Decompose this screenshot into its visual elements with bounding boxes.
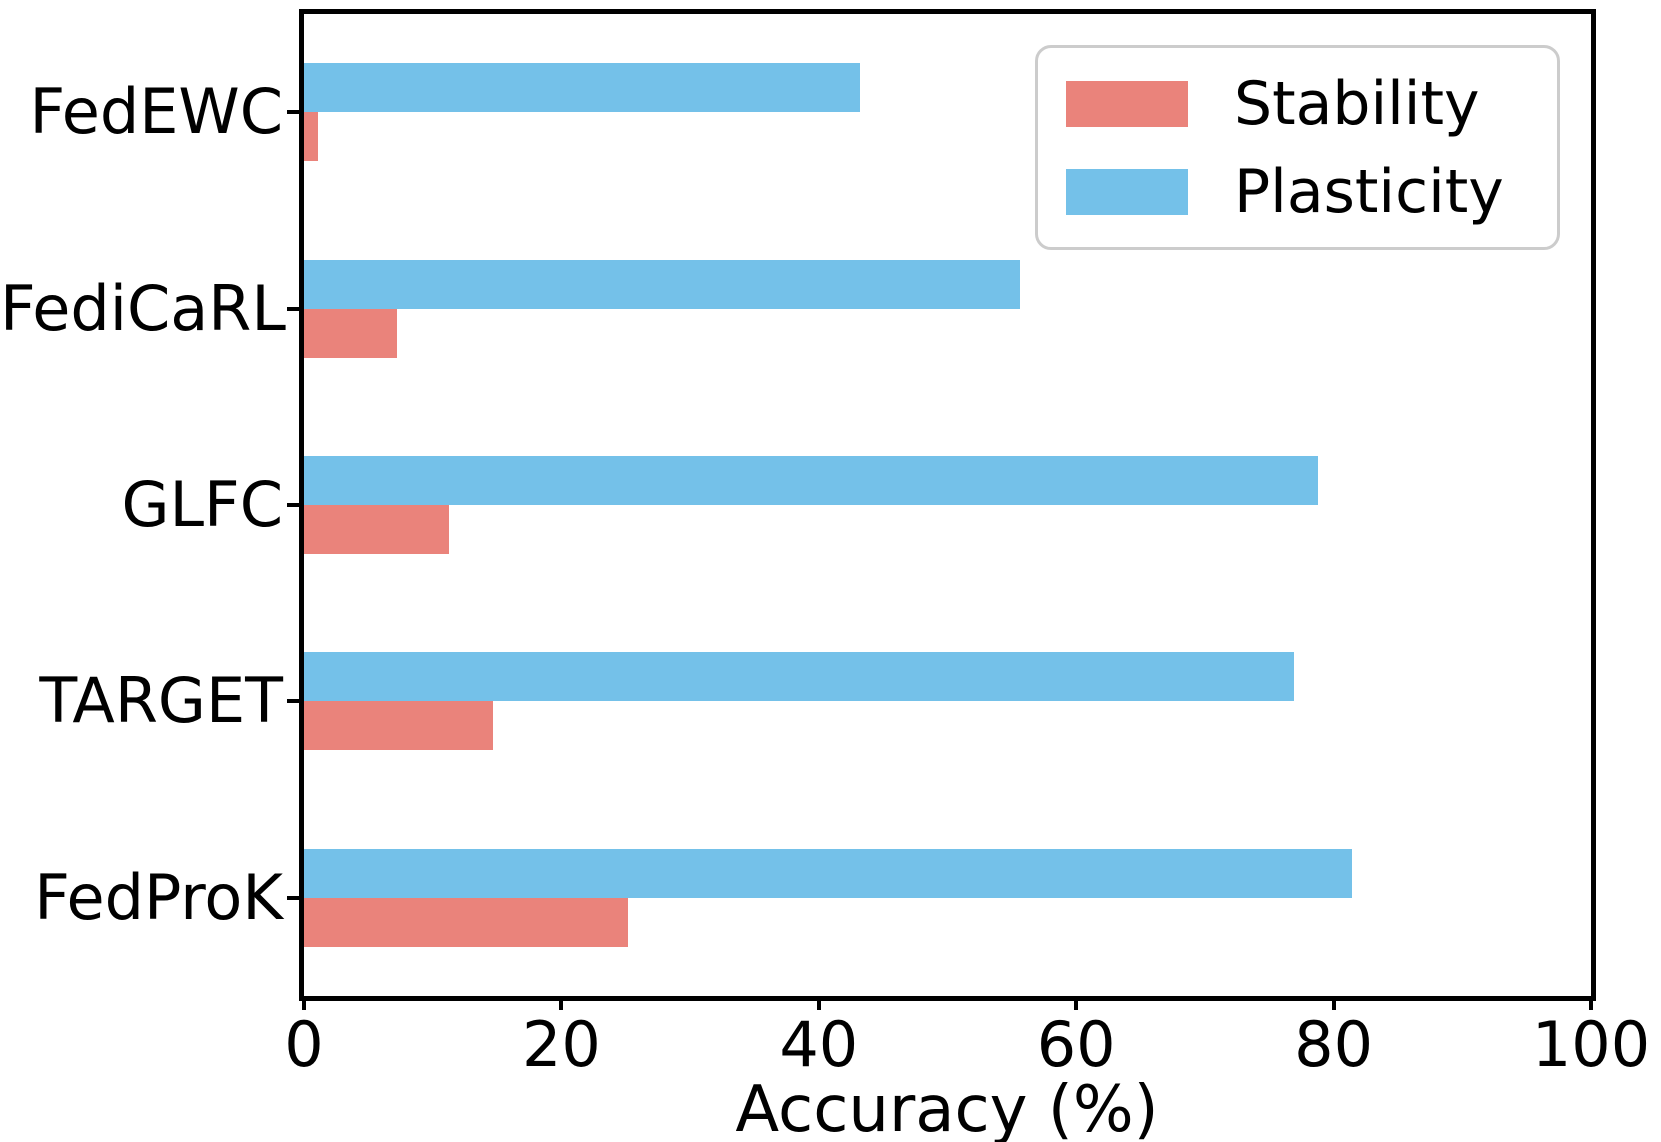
x-axis-title: Accuracy (%): [735, 1073, 1159, 1142]
xtick-mark: [1074, 996, 1079, 1010]
ytick-label-FedEWC: FedEWC: [29, 75, 283, 149]
xtick-mark: [1331, 996, 1336, 1010]
plasticity-color-swatch: [1066, 168, 1188, 215]
xtick-label-60: 60: [1036, 1008, 1116, 1081]
legend-label: Stability: [1234, 68, 1480, 139]
ytick-label-TARGET: TARGET: [39, 664, 283, 738]
xtick-mark: [1589, 996, 1593, 1010]
stability-bar-FedEWC: [304, 112, 319, 162]
legend: Stability Plasticity: [1035, 45, 1560, 250]
ytick-label-FediCaRL: FediCaRL: [0, 271, 286, 345]
plasticity-bar-TARGET: [304, 652, 1294, 702]
stability-bar-GLFC: [304, 505, 450, 554]
xtick-mark: [302, 996, 306, 1010]
stability-bar-TARGET: [304, 701, 494, 751]
ytick-label-GLFC: GLFC: [121, 468, 283, 541]
stability-bar-FedProK: [304, 897, 629, 947]
plasticity-bar-FediCaRL: [304, 259, 1020, 309]
ytick-mark: [287, 503, 299, 507]
ytick-mark: [287, 306, 299, 311]
ytick-mark: [287, 699, 299, 704]
legend-item-stability: Stability: [1066, 74, 1557, 134]
ytick-mark: [287, 110, 299, 115]
xtick-label-80: 80: [1294, 1008, 1374, 1081]
xtick-label-40: 40: [779, 1008, 859, 1081]
xtick-mark: [559, 996, 564, 1010]
xtick-label-20: 20: [521, 1008, 601, 1081]
xtick-label-100: 100: [1531, 1008, 1651, 1081]
plasticity-bar-FedProK: [304, 848, 1352, 898]
legend-label: Plasticity: [1234, 156, 1504, 227]
ytick-mark: [287, 895, 299, 900]
plasticity-bar-GLFC: [304, 456, 1319, 505]
stability-color-swatch: [1066, 80, 1188, 127]
xtick-label-0: 0: [284, 1008, 324, 1081]
stability-bar-FediCaRL: [304, 308, 397, 358]
legend-item-plasticity: Plasticity: [1066, 162, 1557, 222]
xtick-mark: [816, 996, 821, 1010]
ytick-label-FedProK: FedProK: [34, 860, 283, 934]
plasticity-bar-FedEWC: [304, 63, 860, 113]
